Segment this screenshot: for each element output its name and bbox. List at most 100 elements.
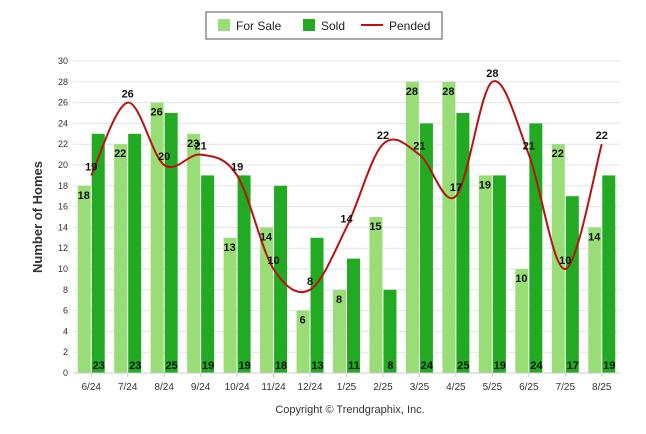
bar-sold <box>164 113 178 373</box>
label-layer: 18 23 22 23 26 25 23 19 13 19 14 18 6 13 8 11 15 8 28 24 28 2… <box>78 68 616 372</box>
x-tick-label: 2/25 <box>373 382 393 393</box>
data-label-sold: 17 <box>567 360 579 372</box>
bar-sold <box>237 175 251 373</box>
x-tick-label: 7/25 <box>556 382 576 393</box>
data-label-pended: 21 <box>523 141 535 153</box>
data-label-sold: 19 <box>202 360 214 372</box>
bar-for-sale <box>515 269 529 373</box>
data-label-pended: 10 <box>267 255 279 267</box>
data-label-for-sale: 13 <box>223 242 235 254</box>
bar-for-sale <box>405 81 419 374</box>
bar-sold <box>383 289 397 373</box>
data-label-for-sale: 28 <box>442 86 454 98</box>
bar-sold <box>565 196 579 373</box>
line-pended <box>90 80 603 294</box>
data-label-pended: 20 <box>158 151 170 163</box>
data-label-sold: 24 <box>421 360 434 372</box>
bar-sold <box>91 133 105 373</box>
y-tick-label: 18 <box>58 181 68 191</box>
data-label-pended: 22 <box>596 130 608 142</box>
data-label-sold: 19 <box>494 360 506 372</box>
data-label-pended: 10 <box>559 255 571 267</box>
data-label-sold: 24 <box>530 360 543 372</box>
data-label-sold: 11 <box>348 360 360 372</box>
bar-sold <box>201 175 215 373</box>
line-layer <box>90 80 603 294</box>
y-tick-label: 4 <box>63 326 68 336</box>
bar-for-sale <box>77 185 91 373</box>
x-tick-label: 3/25 <box>410 382 430 393</box>
bar-for-sale <box>223 237 237 373</box>
y-tick-label: 8 <box>63 285 68 295</box>
x-tick-label: 9/24 <box>191 382 211 393</box>
data-label-for-sale: 8 <box>336 294 342 306</box>
bar-sold <box>419 123 433 374</box>
legend-label-pended: Pended <box>389 19 430 33</box>
y-tick-label: 10 <box>58 264 68 274</box>
bar-for-sale <box>588 227 602 373</box>
y-tick-label: 12 <box>58 243 68 253</box>
data-label-pended: 14 <box>340 213 353 225</box>
data-label-for-sale: 28 <box>406 86 418 98</box>
data-label-sold: 19 <box>603 360 615 372</box>
legend-swatch-for-sale <box>218 19 230 31</box>
bar-for-sale <box>114 144 128 373</box>
bar-for-sale <box>187 133 201 373</box>
legend-label-sold: Sold <box>321 19 345 33</box>
bar-sold <box>128 133 142 373</box>
data-label-for-sale: 26 <box>151 107 163 119</box>
data-label-sold: 23 <box>129 360 141 372</box>
y-tick-label: 0 <box>63 368 68 378</box>
data-label-pended: 21 <box>195 141 207 153</box>
data-label-sold: 23 <box>93 360 105 372</box>
y-tick-label: 22 <box>58 139 68 149</box>
legend-label-for-sale: For Sale <box>236 19 282 33</box>
data-label-for-sale: 19 <box>479 179 491 191</box>
y-tick-label: 6 <box>63 306 68 316</box>
legend-swatch-sold <box>303 19 315 31</box>
data-label-pended: 8 <box>307 276 313 288</box>
legend-box <box>205 11 443 40</box>
data-label-for-sale: 6 <box>299 315 305 327</box>
x-tick-label: 5/25 <box>483 382 503 393</box>
legend: For Sale Sold Pended <box>205 11 443 40</box>
data-label-for-sale: 23 <box>187 138 199 150</box>
bar-sold <box>529 123 543 374</box>
y-tick-label: 26 <box>58 98 68 108</box>
x-tick-label: 6/25 <box>519 382 539 393</box>
data-label-sold: 18 <box>275 360 287 372</box>
bar-for-sale <box>442 81 456 374</box>
data-label-pended: 19 <box>85 161 97 173</box>
x-tick-label: 8/24 <box>154 382 174 393</box>
data-label-sold: 13 <box>311 360 323 372</box>
bar-sold <box>492 175 506 373</box>
data-label-pended: 26 <box>122 89 134 101</box>
x-tick-label: 12/24 <box>298 382 323 393</box>
x-tick-label: 7/24 <box>118 382 138 393</box>
bar-for-sale <box>333 289 346 373</box>
data-label-for-sale: 22 <box>114 148 126 160</box>
y-tick-label: 28 <box>58 77 68 87</box>
y-tick-label: 24 <box>58 118 68 128</box>
bar-sold <box>456 113 470 373</box>
bar-for-sale <box>150 102 164 373</box>
data-label-for-sale: 10 <box>515 273 527 285</box>
data-label-pended: 19 <box>231 161 243 173</box>
y-tick-label: 14 <box>58 222 68 232</box>
bar-sold <box>602 175 616 373</box>
data-label-for-sale: 15 <box>369 221 381 233</box>
data-label-pended: 22 <box>377 130 389 142</box>
y-axis-title: Number of Homes <box>30 161 45 273</box>
data-label-sold: 19 <box>238 360 250 372</box>
data-label-sold: 8 <box>387 360 393 372</box>
bar-for-sale <box>296 310 310 373</box>
x-tick-label: 4/25 <box>446 382 466 393</box>
bar-for-sale <box>260 227 274 373</box>
data-label-sold: 25 <box>457 360 469 372</box>
y-tick-label: 2 <box>63 347 68 357</box>
x-tick-label: 1/25 <box>337 382 357 393</box>
bar-layer <box>77 81 616 374</box>
